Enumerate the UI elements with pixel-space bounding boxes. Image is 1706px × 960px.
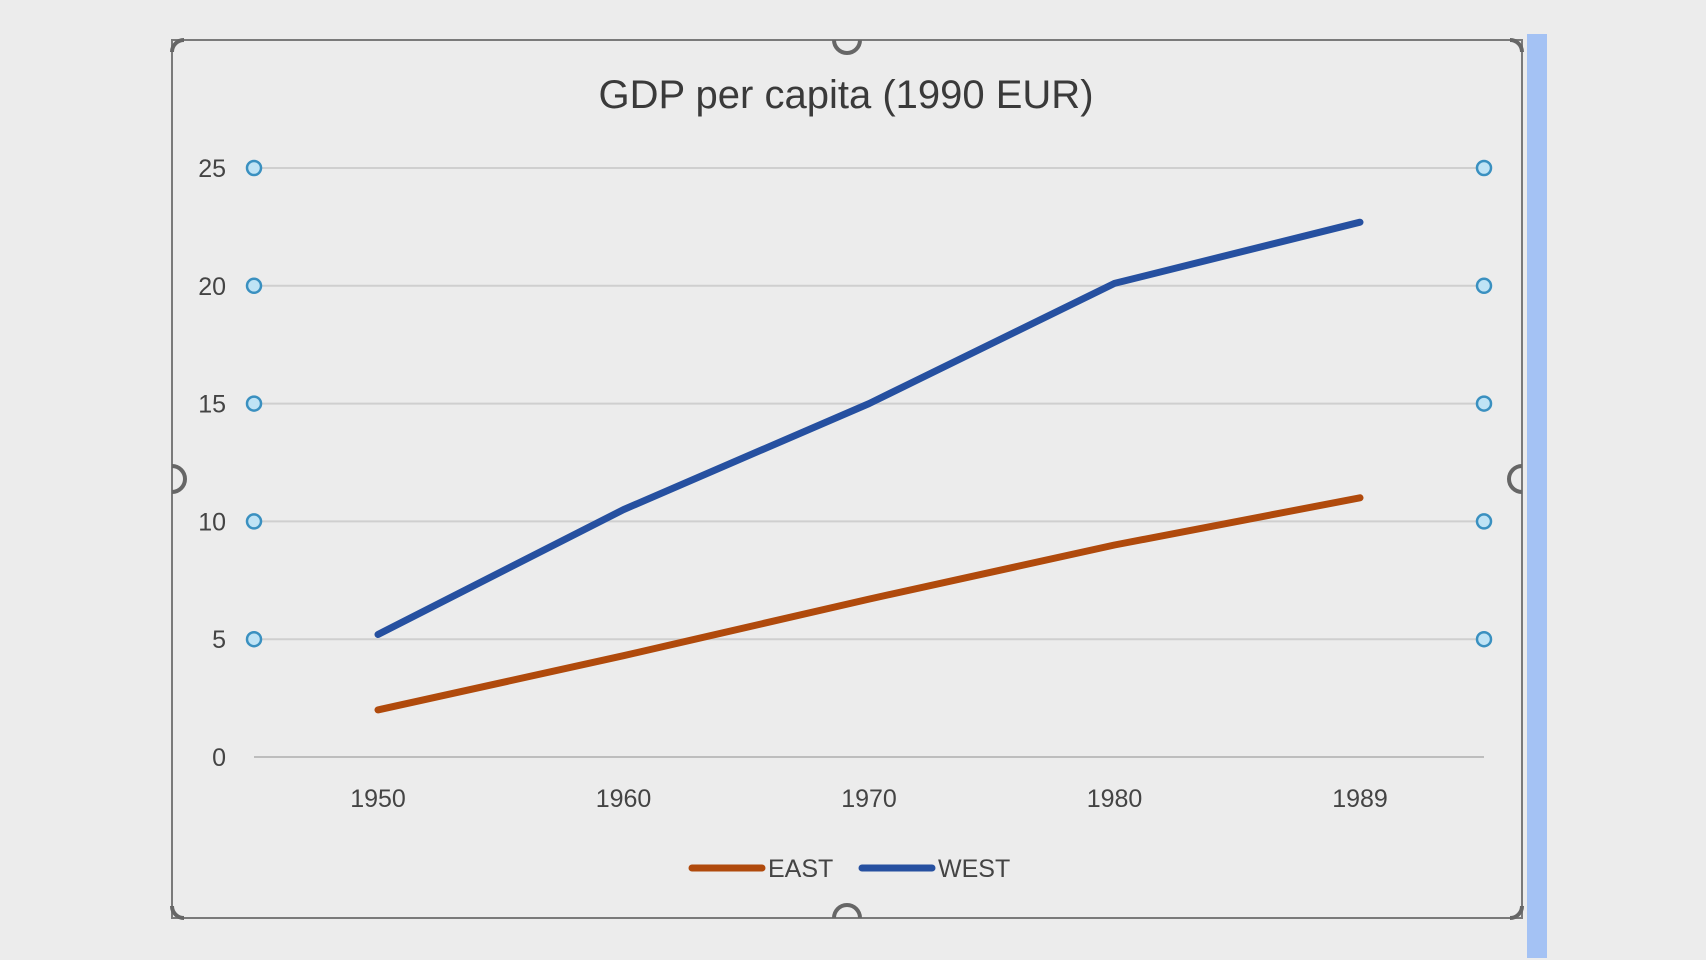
y-tick-label: 10 <box>198 508 226 536</box>
resize-handle-bottom-left[interactable] <box>170 905 185 920</box>
resize-handles <box>170 38 1524 920</box>
gridline-handle-left-10[interactable] <box>245 513 263 530</box>
x-tick-label: 1970 <box>841 785 897 813</box>
gridline-handle-right-20[interactable] <box>1475 277 1493 295</box>
resize-handle-right[interactable] <box>1507 464 1523 494</box>
legend[interactable]: EAST WEST <box>688 855 1010 883</box>
resize-handle-top-right[interactable] <box>1509 38 1524 53</box>
gridline-handle-left-20[interactable] <box>245 277 263 295</box>
resize-handle-bottom-right[interactable] <box>1509 905 1524 920</box>
resize-handle-bottom[interactable] <box>832 903 862 919</box>
resize-handle-left[interactable] <box>171 464 187 494</box>
x-tick-label: 1980 <box>1087 785 1143 813</box>
chart-title[interactable]: GDP per capita (1990 EUR) <box>598 73 1093 117</box>
series-line-west[interactable] <box>374 218 1364 638</box>
series-line-east[interactable] <box>374 494 1364 714</box>
gridline-handle-right-15[interactable] <box>1475 395 1493 412</box>
legend-label-east[interactable]: EAST <box>768 855 833 883</box>
series-lines <box>374 218 1364 714</box>
x-tick-label: 1960 <box>596 785 652 813</box>
gridline-handle-left-5[interactable] <box>245 630 263 648</box>
y-tick-label: 5 <box>212 626 226 654</box>
y-axis-ticks: 0 5 10 15 20 25 <box>198 155 226 772</box>
x-axis-ticks: 1950 1960 1970 1980 1989 <box>350 785 1388 813</box>
resize-handle-top[interactable] <box>832 39 862 55</box>
chart-frame[interactable] <box>171 39 1523 919</box>
gridline-handles <box>245 159 1493 648</box>
gridlines <box>254 167 1484 758</box>
gridline-handle-right-5[interactable] <box>1475 630 1493 648</box>
x-tick-label: 1989 <box>1332 785 1388 813</box>
gridline-handle-left-15[interactable] <box>245 395 263 412</box>
gridline-handle-right-10[interactable] <box>1475 513 1493 530</box>
selection-side-bar <box>1527 34 1547 958</box>
y-tick-label: 15 <box>198 391 226 419</box>
resize-handle-top-left[interactable] <box>170 38 185 53</box>
gridline-handle-left-25[interactable] <box>245 159 263 177</box>
y-tick-label: 0 <box>212 744 226 772</box>
y-tick-label: 25 <box>198 155 226 183</box>
y-tick-label: 20 <box>198 273 226 301</box>
x-tick-label: 1950 <box>350 785 406 813</box>
gridline-handle-right-25[interactable] <box>1475 159 1493 177</box>
legend-label-west[interactable]: WEST <box>938 855 1010 883</box>
